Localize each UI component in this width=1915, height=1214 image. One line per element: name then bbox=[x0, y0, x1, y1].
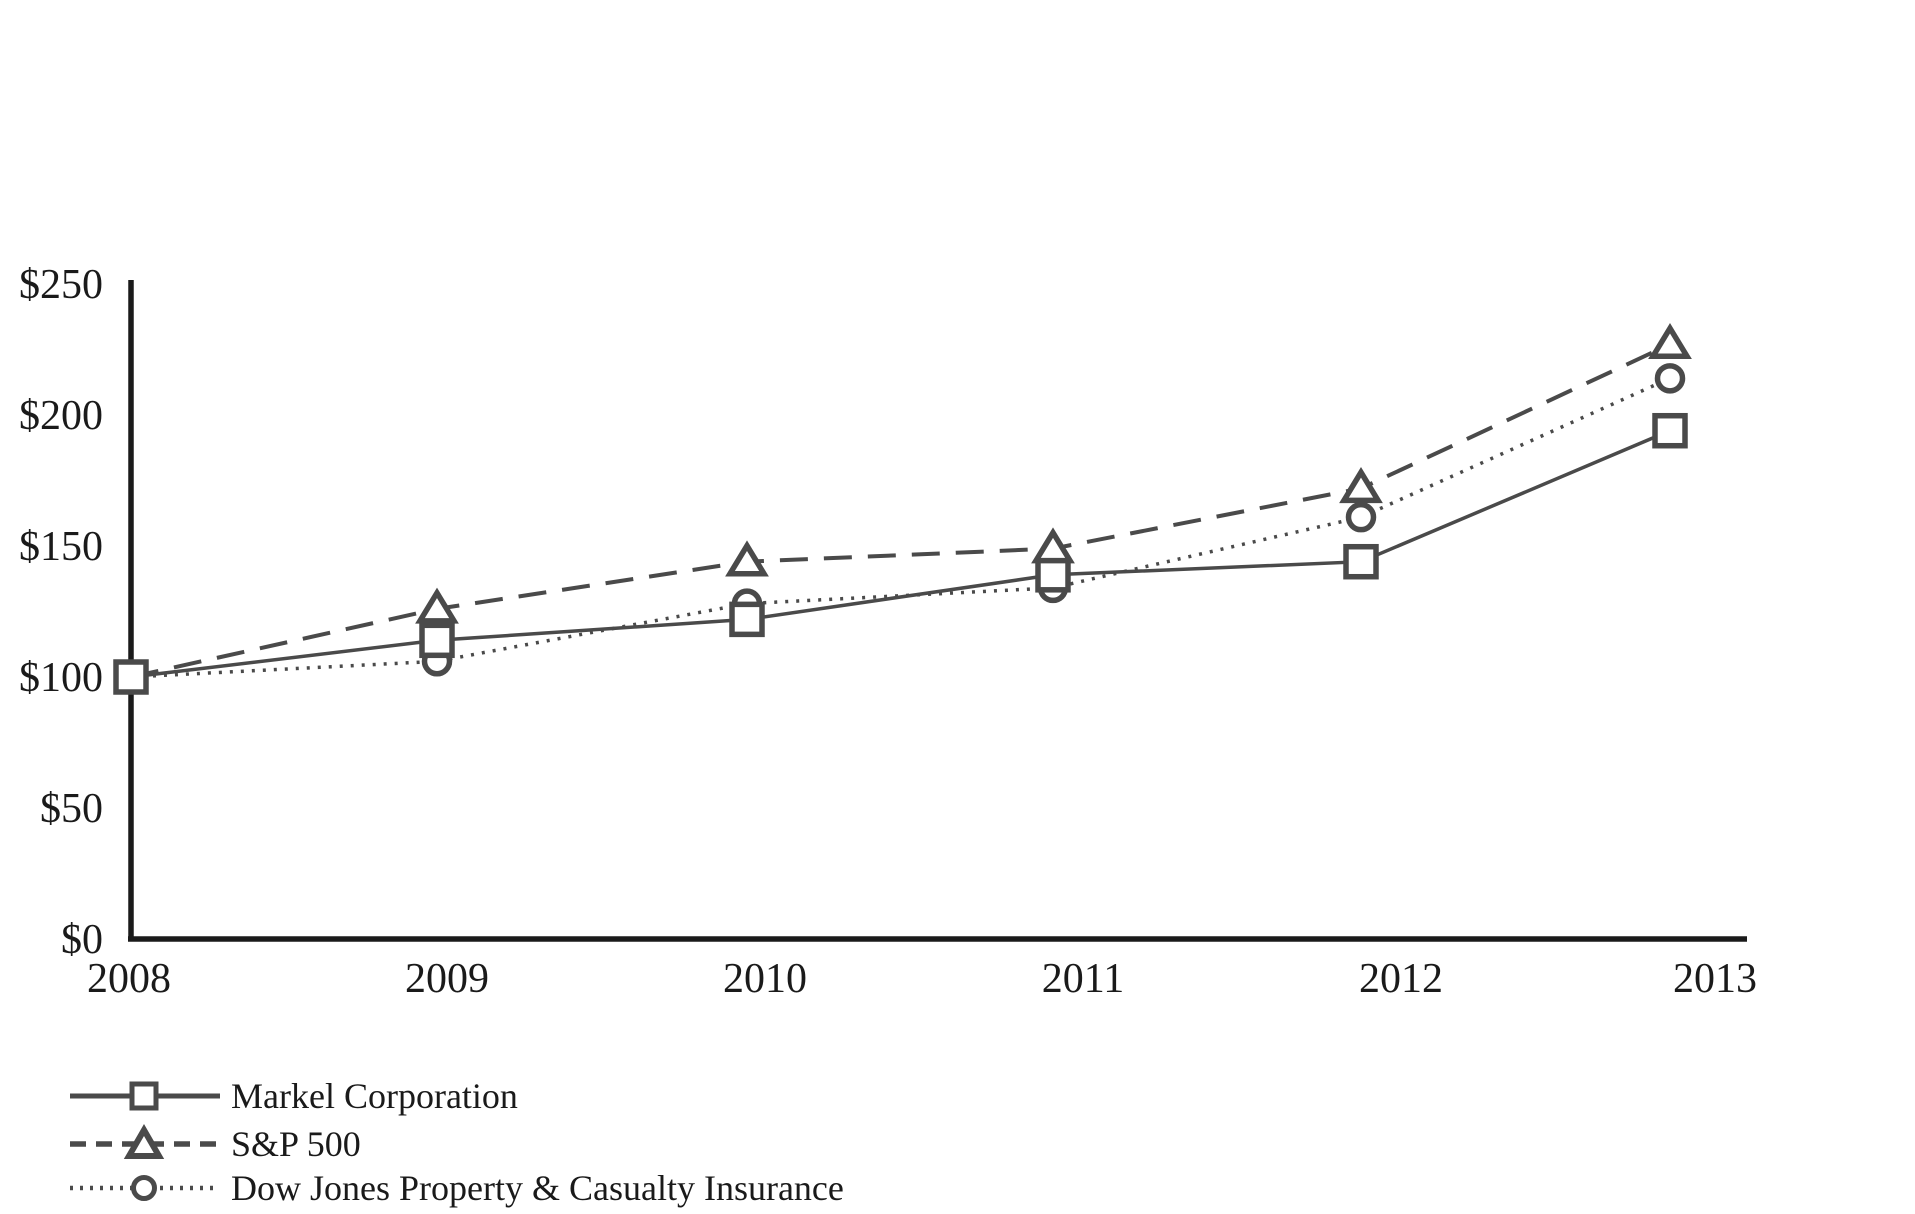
triangle-marker-icon bbox=[415, 587, 459, 624]
x-tick-label: 2011 bbox=[1042, 956, 1124, 1002]
series-line-solid bbox=[130, 429, 1671, 679]
y-tick-label: $0 bbox=[61, 917, 103, 963]
y-tick-label: $200 bbox=[19, 393, 103, 439]
square-marker-icon bbox=[729, 601, 765, 638]
x-tick-label: 2013 bbox=[1673, 956, 1757, 1002]
square-marker-icon bbox=[1035, 557, 1071, 593]
square-marker-icon bbox=[113, 659, 149, 695]
legend: Markel Corporation S&P 500 Dow Jones Pro… bbox=[70, 1076, 844, 1208]
x-tick-label: 2010 bbox=[723, 956, 807, 1002]
square-marker-icon bbox=[1343, 543, 1379, 580]
y-tick-label: $50 bbox=[40, 786, 103, 832]
legend-label-markel: Markel Corporation bbox=[231, 1076, 518, 1116]
triangle-marker-icon bbox=[1339, 467, 1383, 504]
circle-marker-icon bbox=[131, 1175, 157, 1201]
legend-label-sp500: S&P 500 bbox=[231, 1124, 361, 1164]
triangle-marker-icon bbox=[1648, 322, 1692, 360]
square-marker-icon bbox=[419, 622, 455, 659]
triangle-marker-icon bbox=[1031, 527, 1075, 564]
square-marker-icon bbox=[1652, 412, 1688, 449]
y-tick-label: $100 bbox=[19, 655, 103, 701]
y-tick-label: $150 bbox=[19, 524, 103, 570]
triangle-marker-icon bbox=[725, 540, 769, 577]
y-tick-label: $250 bbox=[19, 262, 103, 308]
circle-marker-icon bbox=[1654, 363, 1686, 394]
legend-row-markel: Markel Corporation bbox=[70, 1076, 518, 1116]
triangle-marker-icon bbox=[123, 1123, 165, 1159]
series-line-dashed bbox=[130, 342, 1671, 679]
square-marker-icon bbox=[129, 1081, 159, 1111]
x-tick-label: 2012 bbox=[1359, 956, 1443, 1002]
series-line-dotted bbox=[130, 376, 1671, 679]
x-tick-label: 2009 bbox=[405, 956, 489, 1002]
circle-marker-icon bbox=[1345, 501, 1377, 533]
x-tick-label: 2008 bbox=[87, 956, 171, 1002]
legend-row-dowjones: Dow Jones Property & Casualty Insurance bbox=[70, 1168, 844, 1208]
legend-row-sp500: S&P 500 bbox=[70, 1123, 361, 1164]
legend-label-dowjones: Dow Jones Property & Casualty Insurance bbox=[231, 1168, 844, 1208]
